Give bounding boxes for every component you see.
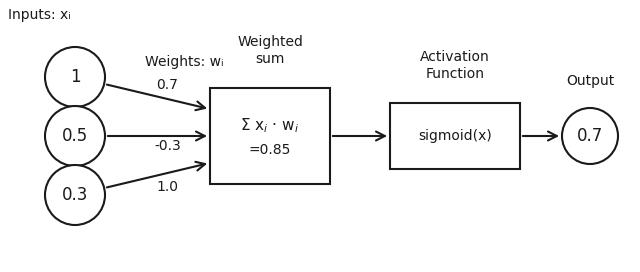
Text: 0.5: 0.5 xyxy=(62,127,88,145)
Text: Inputs: xᵢ: Inputs: xᵢ xyxy=(8,8,71,22)
Text: 1: 1 xyxy=(70,68,80,86)
Text: Weighted
sum: Weighted sum xyxy=(237,35,303,66)
Text: sigmoid(x): sigmoid(x) xyxy=(418,129,492,143)
Circle shape xyxy=(45,106,105,166)
Text: $\Sigma$ x$_i$ · w$_i$: $\Sigma$ x$_i$ · w$_i$ xyxy=(241,117,300,135)
Text: -0.3: -0.3 xyxy=(154,139,181,153)
Text: 1.0: 1.0 xyxy=(156,180,178,194)
Bar xyxy=(210,88,330,184)
Bar xyxy=(390,103,520,169)
Circle shape xyxy=(45,165,105,225)
Text: Weights: wᵢ: Weights: wᵢ xyxy=(145,55,223,69)
Circle shape xyxy=(562,108,618,164)
Text: 0.7: 0.7 xyxy=(156,78,178,92)
Text: Activation
Function: Activation Function xyxy=(420,50,490,81)
Text: 0.7: 0.7 xyxy=(577,127,603,145)
Circle shape xyxy=(45,47,105,107)
Text: 0.3: 0.3 xyxy=(62,186,88,204)
Text: =0.85: =0.85 xyxy=(249,143,291,157)
Text: Output: Output xyxy=(566,74,614,88)
